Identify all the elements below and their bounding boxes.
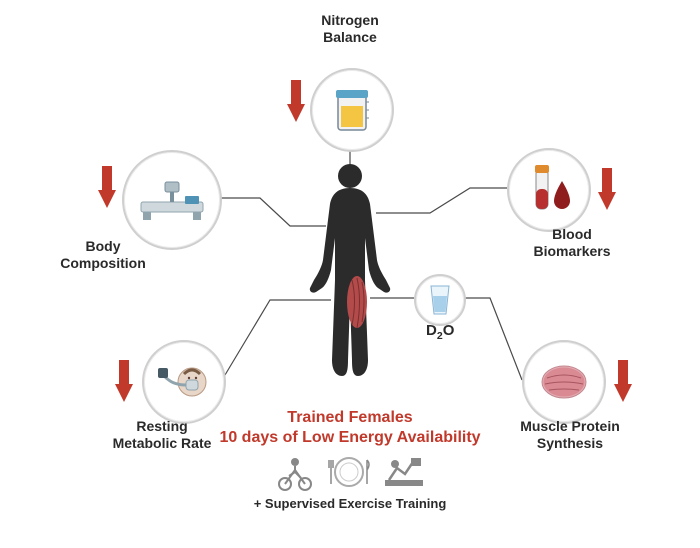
node-blood-biomarkers — [507, 148, 591, 232]
text: Blood — [552, 226, 592, 242]
text: + Supervised Exercise Training — [254, 496, 447, 511]
blood-tube-icon — [524, 163, 574, 217]
main-title-line1: Trained Females — [225, 408, 475, 427]
text: Composition — [60, 255, 146, 271]
exercise-bike-icon — [275, 452, 315, 492]
rmr-mask-icon — [156, 358, 212, 406]
bottom-caption: + Supervised Exercise Training — [250, 496, 450, 512]
label-body-composition: Body Composition — [48, 238, 158, 272]
text: Nitrogen — [321, 12, 379, 28]
urine-cup-icon — [330, 84, 374, 136]
plate-fork-icon — [327, 452, 371, 492]
dxa-scanner-icon — [137, 178, 207, 222]
node-body-composition — [122, 150, 222, 250]
down-arrow-biomarkers — [598, 168, 616, 210]
node-mps — [522, 340, 606, 424]
node-rmr — [142, 340, 226, 424]
water-glass-icon — [428, 284, 452, 316]
text: Metabolic Rate — [113, 435, 212, 451]
down-arrow-nitrogen — [287, 80, 305, 122]
leg-press-icon — [383, 452, 425, 492]
text: Body — [86, 238, 121, 254]
label-nitrogen-balance: Nitrogen Balance — [300, 12, 400, 46]
node-d2o — [414, 274, 466, 326]
text: 10 days of Low Energy Availability — [219, 429, 480, 446]
node-nitrogen-balance — [310, 68, 394, 152]
human-silhouette — [300, 160, 400, 390]
main-title-line2: 10 days of Low Energy Availability — [200, 428, 500, 447]
text: Biomarkers — [533, 243, 610, 259]
bottom-icons-row — [275, 450, 425, 494]
text: Balance — [323, 29, 377, 45]
text: Trained Females — [287, 409, 412, 426]
label-d2o: D2O — [426, 322, 454, 342]
down-arrow-mps — [614, 360, 632, 402]
text: Synthesis — [537, 435, 603, 451]
text: Resting — [136, 418, 187, 434]
down-arrow-rmr — [115, 360, 133, 402]
label-blood-biomarkers: Blood Biomarkers — [520, 226, 624, 260]
down-arrow-bodycomp — [98, 166, 116, 208]
text: Muscle Protein — [520, 418, 620, 434]
label-mps: Muscle Protein Synthesis — [506, 418, 634, 452]
muscle-slice-icon — [537, 360, 591, 404]
